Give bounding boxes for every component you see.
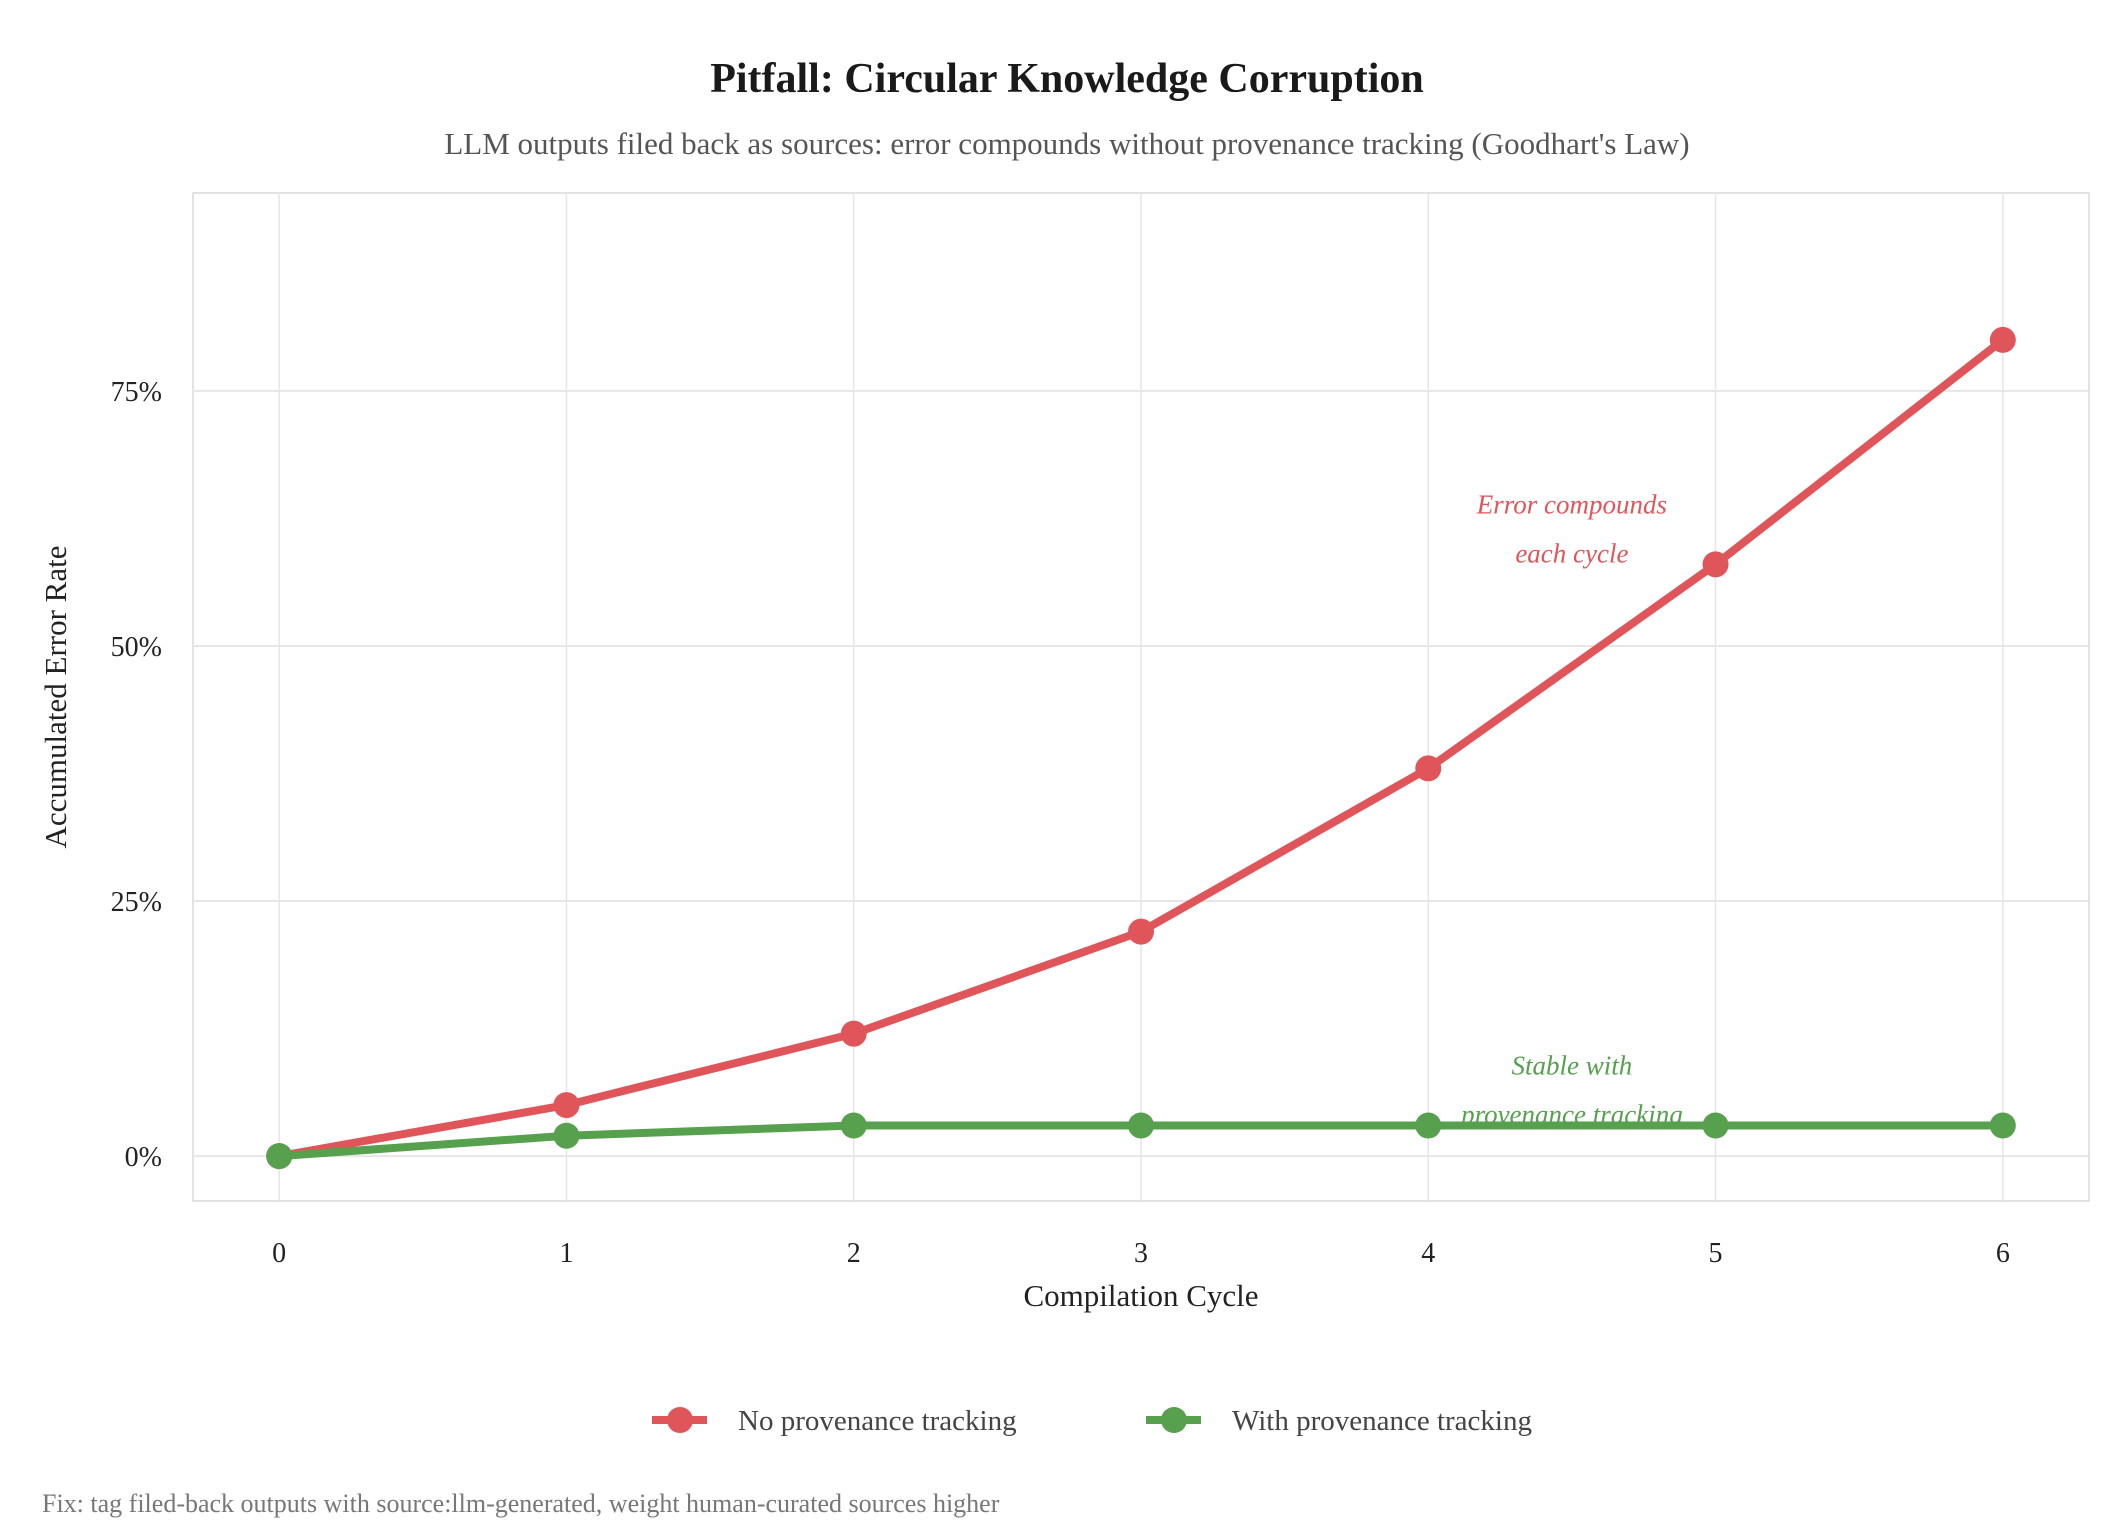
x-tick-label: 3 — [1134, 1238, 1148, 1269]
data-point — [553, 1092, 580, 1119]
legend-label: With provenance tracking — [1232, 1405, 1532, 1437]
x-tick-label: 4 — [1421, 1238, 1435, 1269]
annotations: Error compounds each cycle Stable with prov… — [1459, 489, 1683, 1129]
y-tick-label: 50% — [111, 632, 162, 663]
series-1 — [266, 1112, 2016, 1170]
legend: No provenance tracking With provenance tr… — [652, 1405, 1532, 1437]
data-point — [1415, 755, 1442, 782]
annotation-text: Error compounds — [1476, 489, 1667, 519]
legend-marker — [1161, 1407, 1187, 1433]
series-layer — [266, 326, 2016, 1170]
data-point — [1128, 1112, 1154, 1139]
chart-title: Pitfall: Circular Knowledge Corruption — [710, 56, 1424, 102]
data-point — [840, 1020, 867, 1047]
data-point — [1702, 1112, 1729, 1139]
gridlines — [193, 193, 2089, 1201]
annotation-text: each cycle — [1515, 538, 1628, 568]
data-point — [1415, 1112, 1442, 1139]
data-point — [266, 1143, 293, 1170]
y-tick-label: 0% — [125, 1142, 162, 1173]
y-tick-label: 25% — [111, 887, 162, 918]
y-axis-ticks: 0% 25% 50% 75% — [111, 377, 162, 1173]
x-tick-label: 1 — [559, 1238, 573, 1269]
x-axis-title: Compilation Cycle — [1023, 1278, 1258, 1313]
legend-item: No provenance tracking — [652, 1405, 1017, 1437]
x-axis-ticks: 0 1 2 3 4 5 6 — [272, 1238, 2010, 1269]
x-tick-label: 2 — [847, 1238, 861, 1269]
x-tick-label: 5 — [1709, 1238, 1723, 1269]
data-point — [1128, 918, 1154, 945]
data-point — [1989, 1112, 2016, 1139]
legend-item: With provenance tracking — [1146, 1405, 1532, 1437]
data-point — [840, 1112, 867, 1139]
chart-subtitle: LLM outputs filed back as sources: error… — [444, 126, 1689, 161]
legend-marker — [667, 1407, 693, 1433]
x-tick-label: 0 — [272, 1238, 286, 1269]
y-axis-title: Accumulated Error Rate — [38, 546, 73, 849]
annotation-text: provenance tracking — [1459, 1099, 1683, 1129]
annotation-text: Stable with — [1512, 1050, 1633, 1080]
data-point — [1989, 326, 2016, 353]
y-tick-label: 75% — [111, 377, 162, 408]
caption: Fix: tag filed-back outputs with source:… — [42, 1489, 1000, 1518]
data-point — [553, 1122, 580, 1149]
legend-label: No provenance tracking — [738, 1405, 1017, 1437]
x-tick-label: 6 — [1996, 1238, 2010, 1269]
data-point — [1702, 551, 1729, 578]
